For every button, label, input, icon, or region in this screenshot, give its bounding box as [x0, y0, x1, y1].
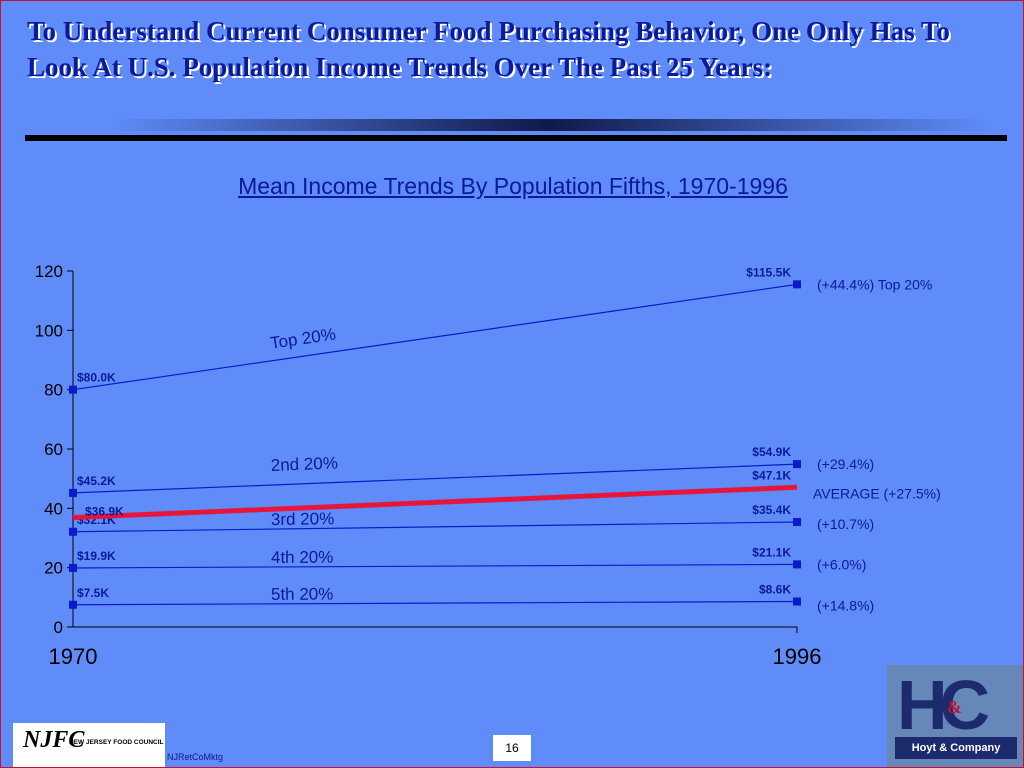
data-label: $36.9K — [85, 505, 124, 519]
data-point — [69, 563, 77, 572]
chart-title: Mean Income Trends By Population Fifths,… — [238, 173, 788, 199]
y-tick-label: 120 — [35, 262, 63, 281]
data-point — [793, 597, 801, 606]
data-label: $47.1K — [752, 468, 791, 482]
data-point — [793, 517, 801, 526]
x-tick-label: 1996 — [773, 644, 822, 669]
series-line — [72, 600, 798, 606]
hc-logo-letters: HC — [897, 666, 990, 744]
series-line — [72, 563, 798, 569]
data-point — [793, 560, 801, 569]
series-line — [72, 521, 798, 533]
data-label: $54.9K — [752, 445, 791, 459]
data-point — [69, 488, 77, 497]
series-line — [72, 283, 798, 391]
y-tick-label: 60 — [44, 440, 63, 459]
title-rule — [25, 135, 1007, 141]
data-label: $45.2K — [77, 474, 116, 488]
data-label: $7.5K — [77, 586, 109, 600]
y-tick-label: 0 — [54, 618, 63, 637]
series-change-label: (+10.7%) — [817, 516, 874, 532]
data-label: $80.0K — [77, 371, 116, 385]
hc-logo-name: Hoyt & Company — [895, 737, 1017, 759]
y-tick-label: 80 — [44, 381, 63, 400]
hc-logo-ampersand: & — [947, 697, 962, 717]
data-label: $35.4K — [752, 503, 791, 517]
series-change-label: (+44.4%) Top 20% — [817, 276, 932, 292]
series-name-label: 2nd 20% — [270, 453, 338, 475]
y-tick-label: 40 — [44, 499, 63, 518]
njfc-logo: NJFC NEW JERSEY FOOD COUNCIL — [13, 723, 165, 767]
slide-title: To Understand Current Consumer Food Purc… — [27, 16, 950, 82]
series-name-label: 4th 20% — [271, 548, 333, 567]
series-name-label: Top 20% — [269, 324, 337, 352]
data-label: $8.6K — [759, 582, 791, 596]
y-tick-label: 20 — [44, 559, 63, 578]
series-change-label: (+14.8%) — [817, 597, 874, 613]
data-label: $115.5K — [746, 265, 791, 279]
hoyt-company-logo: HC & Hoyt & Company — [887, 665, 1023, 767]
data-point — [69, 527, 77, 536]
data-label: $21.1K — [752, 545, 791, 559]
series-change-label: (+6.0%) — [817, 556, 866, 572]
data-label: $19.9K — [77, 549, 116, 563]
x-tick-label: 1970 — [49, 644, 98, 669]
page-number: 16 — [493, 735, 531, 761]
title-gradient-bar — [109, 119, 989, 131]
series-name-label: 5th 20% — [271, 585, 333, 604]
series-line — [72, 484, 798, 521]
njfc-logo-mark: NJFC — [23, 727, 85, 753]
series-change-label: (+29.4%) — [817, 456, 874, 472]
footer-code: NJRetCoMktg — [167, 752, 224, 762]
data-point — [69, 385, 77, 394]
data-point — [793, 280, 801, 289]
data-point — [69, 600, 77, 609]
series-line — [72, 463, 798, 494]
series-change-label: AVERAGE (+27.5%) — [813, 485, 941, 501]
y-tick-label: 100 — [35, 321, 63, 340]
njfc-logo-name: NEW JERSEY FOOD COUNCIL — [69, 739, 164, 746]
series-name-label: 3rd 20% — [271, 509, 335, 529]
data-point — [793, 460, 801, 469]
